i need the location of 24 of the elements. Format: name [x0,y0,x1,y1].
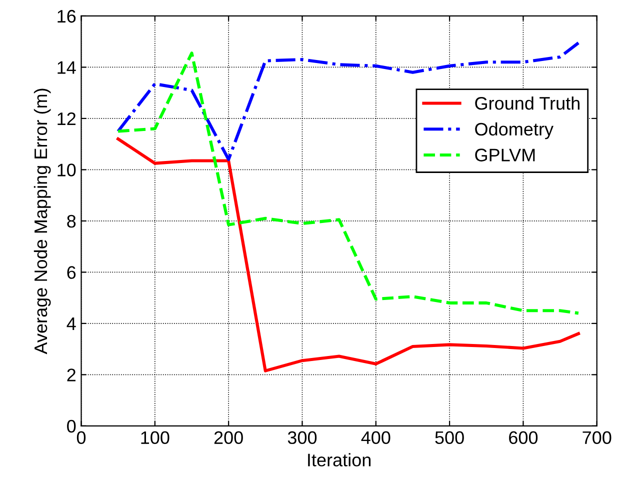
x-tick-label: 100 [141,431,170,444]
legend-label: Ground Truth [475,96,580,110]
y-axis-title: Average Node Mapping Error (m) [34,88,51,354]
x-tick-label: 300 [288,431,317,444]
x-tick-label: 400 [361,431,390,444]
legend-label: GPLVM [475,148,535,162]
y-tick-label: 4 [66,318,76,330]
line-series [116,52,580,315]
line-series [116,41,580,161]
x-axis-title: Iteration [308,453,371,466]
y-tick-label: 16 [58,10,76,23]
y-tick-label: 8 [67,214,76,228]
y-tick-label: 10 [58,164,76,176]
y-tick-label: 0 [67,420,76,433]
x-tick-label: 200 [214,431,243,444]
y-tick-label: 6 [67,266,76,279]
x-tick-label: 0 [76,431,86,444]
y-tick-label: 12 [58,112,76,125]
legend-label: Odometry [475,122,554,140]
y-tick-label: 14 [58,61,76,74]
y-tick-label: 2 [67,368,76,382]
x-tick-label: 500 [435,431,464,444]
x-tick-label: 600 [509,431,538,444]
x-tick-label: 700 [582,431,612,444]
